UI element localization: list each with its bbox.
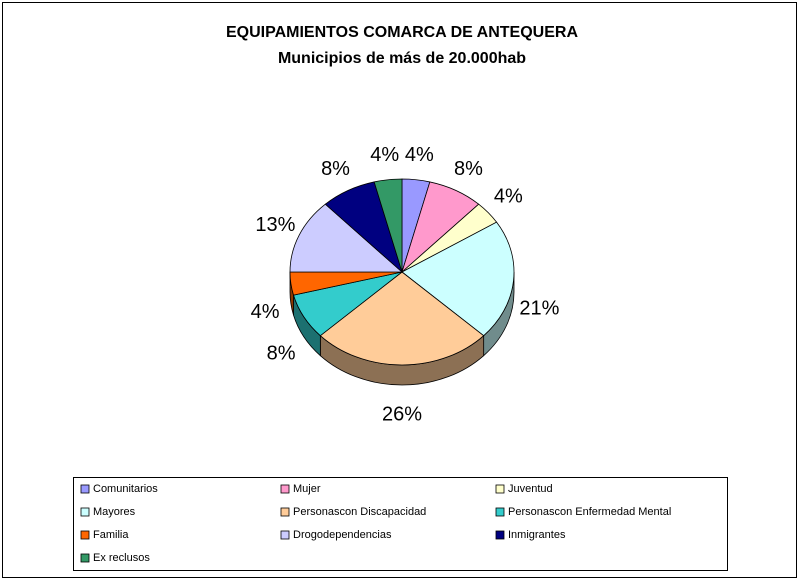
data-label: 13% (255, 214, 295, 236)
data-label: 4% (405, 144, 434, 166)
legend-box (73, 477, 728, 571)
slice (319, 271, 485, 366)
data-label: 4% (494, 186, 523, 208)
slice (373, 178, 403, 273)
legend-label: Familia (93, 529, 129, 541)
legend-label: Juventud (508, 483, 553, 495)
slice (401, 221, 515, 337)
data-label: 21% (519, 297, 559, 319)
legend-swatch (80, 507, 90, 517)
data-label: 8% (267, 343, 296, 365)
legend-swatch (80, 484, 90, 494)
legend-label: Personascon Discapacidad (293, 506, 426, 518)
chart-subtitle: Municipios de más de 20.000hab (278, 50, 526, 67)
chart-title: EQUIPAMIENTOS COMARCA DE ANTEQUERA (226, 24, 578, 41)
legend-label: Personascon Enfermedad Mental (508, 506, 671, 518)
legend-swatch (495, 507, 505, 517)
legend-swatch (80, 530, 90, 540)
data-label: 8% (321, 158, 350, 180)
legend-label: Ex reclusos (93, 552, 150, 564)
slice (289, 203, 404, 273)
data-label: 4% (370, 144, 399, 166)
legend-label: Inmigrantes (508, 529, 566, 541)
data-label: 8% (454, 158, 483, 180)
data-label: 4% (251, 301, 280, 323)
data-label: 26% (382, 403, 422, 425)
legend-swatch (495, 484, 505, 494)
legend-swatch (495, 530, 505, 540)
legend-label: Mujer (293, 483, 321, 495)
legend-swatch (80, 553, 90, 563)
legend-label: Comunitarios (93, 483, 158, 495)
legend-label: Mayores (93, 506, 136, 518)
legend-swatch (280, 507, 290, 517)
legend-label: Drogodependencias (293, 529, 392, 541)
legend-swatch (280, 484, 290, 494)
legend-swatch (280, 530, 290, 540)
